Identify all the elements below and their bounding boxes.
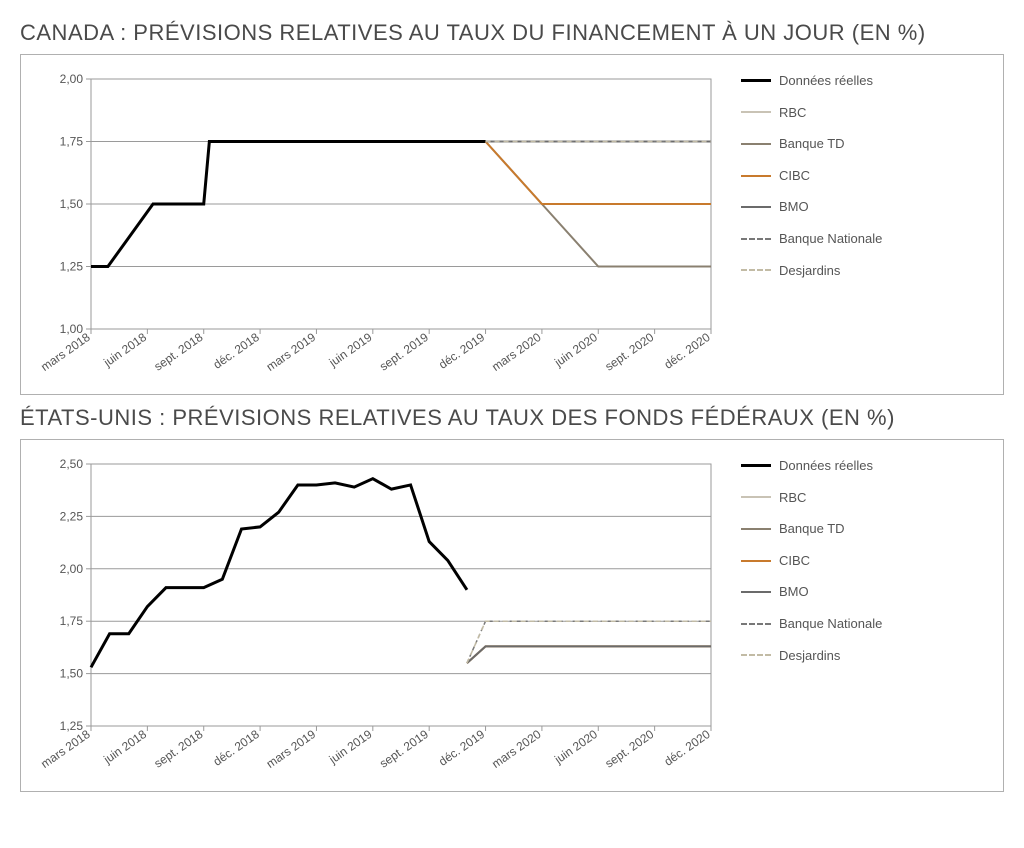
legend-swatch	[741, 206, 771, 208]
x-tick-label: sept. 2019	[377, 330, 431, 374]
x-tick-label: mars 2019	[264, 330, 319, 374]
chart-frame: 1,251,501,752,002,252,50mars 2018juin 20…	[20, 439, 1004, 792]
legend-swatch	[741, 654, 771, 656]
legend-item: Desjardins	[741, 648, 901, 664]
line-chart: 1,251,501,752,002,252,50mars 2018juin 20…	[31, 454, 721, 781]
legend-item: CIBC	[741, 553, 901, 569]
legend-item: BMO	[741, 584, 901, 600]
legend-item: Banque TD	[741, 136, 901, 152]
legend-item: Données réelles	[741, 458, 901, 474]
legend-label: Desjardins	[779, 263, 901, 279]
legend-label: BMO	[779, 584, 901, 600]
x-tick-label: mars 2018	[38, 727, 93, 771]
legend-item: Données réelles	[741, 73, 901, 89]
legend-swatch	[741, 496, 771, 498]
x-tick-label: juin 2018	[100, 727, 149, 767]
x-tick-label: déc. 2020	[662, 330, 713, 372]
legend-swatch	[741, 143, 771, 145]
x-tick-label: sept. 2018	[152, 330, 206, 374]
y-tick-label: 2,00	[60, 562, 84, 576]
legend-label: CIBC	[779, 553, 901, 569]
legend-label: Banque TD	[779, 521, 901, 537]
x-tick-label: déc. 2019	[436, 330, 487, 372]
legend-item: BMO	[741, 199, 901, 215]
y-tick-label: 2,00	[60, 72, 84, 86]
x-tick-label: juin 2020	[551, 330, 600, 370]
legend-swatch	[741, 591, 771, 593]
x-tick-label: sept. 2018	[152, 727, 206, 771]
x-tick-label: mars 2020	[489, 330, 544, 374]
legend-label: Banque Nationale	[779, 231, 901, 247]
x-tick-label: déc. 2019	[436, 727, 487, 769]
legend-swatch	[741, 560, 771, 562]
legend-swatch	[741, 111, 771, 113]
legend-swatch	[741, 623, 771, 625]
x-tick-label: sept. 2019	[377, 727, 431, 771]
x-tick-label: déc. 2018	[211, 330, 262, 372]
x-tick-label: juin 2018	[100, 330, 149, 370]
y-tick-label: 2,25	[60, 509, 84, 523]
legend: Données réelles RBC Banque TD CIBC BMO Banque…	[721, 454, 993, 679]
legend: Données réelles RBC Banque TD CIBC BMO Banque…	[721, 69, 993, 294]
y-tick-label: 1,50	[60, 667, 84, 681]
x-tick-label: mars 2018	[38, 330, 93, 374]
x-tick-label: juin 2019	[326, 330, 375, 370]
y-tick-label: 1,25	[60, 260, 84, 274]
legend-label: Banque TD	[779, 136, 901, 152]
legend-label: CIBC	[779, 168, 901, 184]
legend-swatch	[741, 269, 771, 271]
x-tick-label: sept. 2020	[602, 330, 656, 374]
legend-label: Desjardins	[779, 648, 901, 664]
legend-item: Banque Nationale	[741, 231, 901, 247]
x-tick-label: sept. 2020	[602, 727, 656, 771]
legend-swatch	[741, 175, 771, 177]
legend-label: Données réelles	[779, 458, 901, 474]
y-tick-label: 1,75	[60, 614, 84, 628]
line-chart: 1,001,251,501,752,00mars 2018juin 2018se…	[31, 69, 721, 384]
x-tick-label: mars 2019	[264, 727, 319, 771]
legend-swatch	[741, 79, 771, 82]
x-tick-label: juin 2020	[551, 727, 600, 767]
legend-item: Banque Nationale	[741, 616, 901, 632]
x-tick-label: déc. 2020	[662, 727, 713, 769]
legend-label: Banque Nationale	[779, 616, 901, 632]
y-tick-label: 2,50	[60, 457, 84, 471]
legend-label: RBC	[779, 105, 901, 121]
legend-label: RBC	[779, 490, 901, 506]
legend-swatch	[741, 464, 771, 467]
legend-swatch	[741, 528, 771, 530]
x-tick-label: mars 2020	[489, 727, 544, 771]
y-tick-label: 1,75	[60, 135, 84, 149]
legend-label: BMO	[779, 199, 901, 215]
charts-root: CANADA : PRÉVISIONS RELATIVES AU TAUX DU…	[20, 20, 1004, 792]
legend-item: CIBC	[741, 168, 901, 184]
legend-swatch	[741, 238, 771, 240]
legend-label: Données réelles	[779, 73, 901, 89]
chart-frame: 1,001,251,501,752,00mars 2018juin 2018se…	[20, 54, 1004, 395]
legend-item: Desjardins	[741, 263, 901, 279]
chart-title: CANADA : PRÉVISIONS RELATIVES AU TAUX DU…	[20, 20, 1004, 46]
x-tick-label: déc. 2018	[211, 727, 262, 769]
chart-title: ÉTATS-UNIS : PRÉVISIONS RELATIVES AU TAU…	[20, 405, 1004, 431]
legend-item: RBC	[741, 490, 901, 506]
y-tick-label: 1,50	[60, 197, 84, 211]
x-tick-label: juin 2019	[326, 727, 375, 767]
legend-item: RBC	[741, 105, 901, 121]
legend-item: Banque TD	[741, 521, 901, 537]
